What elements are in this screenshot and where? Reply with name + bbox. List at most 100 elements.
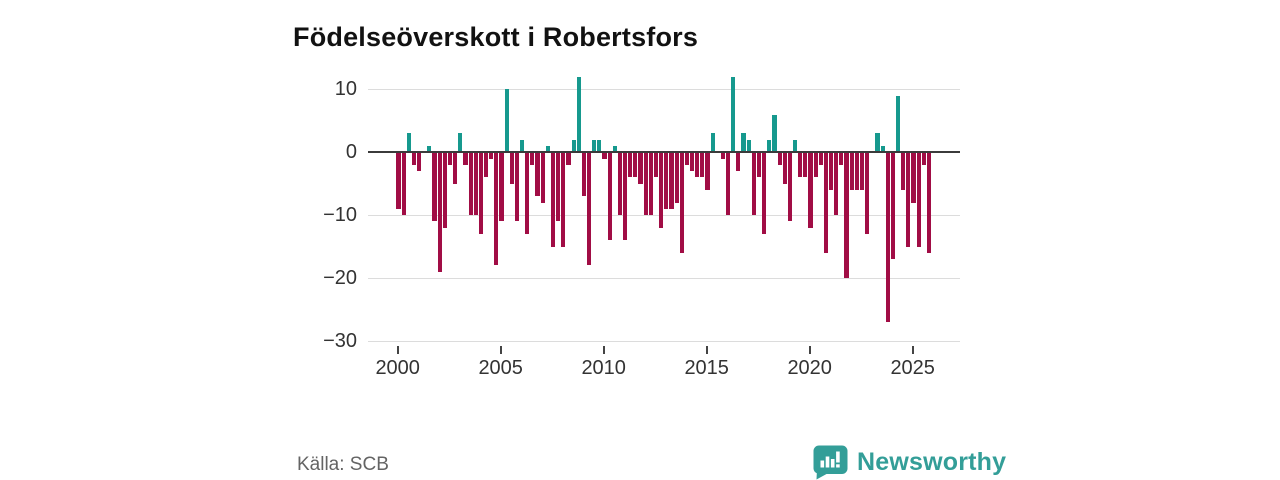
bar <box>509 152 514 184</box>
bar <box>926 152 932 253</box>
bar <box>411 152 417 165</box>
bar <box>679 152 684 253</box>
bar <box>401 152 406 216</box>
bar <box>432 152 437 222</box>
bar <box>437 152 442 272</box>
bar <box>746 139 751 153</box>
y-axis-label: −20 <box>323 267 357 290</box>
newsworthy-brand: Newsworthy <box>813 444 1006 480</box>
bar <box>684 152 689 165</box>
bar <box>767 139 772 153</box>
bar <box>792 139 798 153</box>
y-axis-label: −10 <box>323 204 357 227</box>
bar <box>525 152 530 235</box>
bar <box>483 152 489 178</box>
bar <box>813 152 818 178</box>
bar <box>499 152 504 222</box>
bar <box>576 76 581 153</box>
bar <box>823 152 829 253</box>
bar <box>571 139 576 153</box>
bar <box>612 146 617 153</box>
bar-chart-speech-bubble-icon <box>813 445 848 479</box>
bar <box>720 152 726 159</box>
y-axis-label: 0 <box>345 141 357 164</box>
bar <box>602 152 607 159</box>
bar <box>535 152 540 197</box>
x-axis-label: 2020 <box>787 357 832 379</box>
x-axis-label: 2015 <box>684 357 729 379</box>
bar <box>664 152 669 209</box>
bar <box>839 152 844 165</box>
bar <box>808 152 813 228</box>
bar <box>447 152 453 165</box>
bar <box>885 152 890 323</box>
bar <box>545 146 550 153</box>
bar <box>854 152 859 190</box>
x-axis-tick <box>705 346 708 354</box>
bar <box>921 152 926 165</box>
bar <box>674 152 679 203</box>
bar <box>396 152 401 209</box>
bar <box>530 152 535 165</box>
gridline <box>368 89 960 91</box>
bar <box>695 152 700 178</box>
bar <box>895 95 901 153</box>
bar <box>653 152 659 178</box>
bar <box>561 152 566 247</box>
bar <box>514 152 520 222</box>
bar <box>829 152 834 190</box>
bar <box>834 152 839 216</box>
bar <box>844 152 849 279</box>
bar <box>417 152 422 172</box>
x-axis-label: 2010 <box>581 357 626 379</box>
bar <box>453 152 458 184</box>
bar <box>859 152 865 190</box>
bar <box>700 152 705 178</box>
bar <box>751 152 756 216</box>
bar <box>659 152 664 228</box>
bar <box>710 133 715 153</box>
bar <box>540 152 545 203</box>
bar <box>633 152 638 178</box>
brand-wordmark: Newsworthy <box>857 447 1007 476</box>
bar <box>890 152 895 260</box>
x-axis-label: 2000 <box>375 357 420 379</box>
y-axis-label: 10 <box>334 78 357 101</box>
bar <box>607 152 612 241</box>
bar <box>880 146 885 153</box>
x-axis-tick <box>808 346 811 354</box>
bar <box>638 152 643 184</box>
x-axis-label: 2005 <box>478 357 523 379</box>
bar <box>494 152 499 266</box>
bar <box>803 152 808 178</box>
bar <box>556 152 561 222</box>
gridline <box>368 341 960 342</box>
x-axis-tick <box>911 346 914 354</box>
x-axis-tick <box>396 346 399 354</box>
x-axis-tick <box>602 346 605 354</box>
bar <box>726 152 731 216</box>
bar <box>463 152 468 165</box>
bar <box>592 139 597 153</box>
bar <box>478 152 483 235</box>
bar <box>550 152 556 247</box>
bar <box>669 152 674 209</box>
bar <box>468 152 473 216</box>
bar <box>777 152 782 165</box>
zero-baseline <box>368 151 960 154</box>
bar <box>442 152 447 228</box>
bar <box>756 152 762 178</box>
bar <box>741 133 746 153</box>
bar <box>865 152 870 235</box>
y-axis-label: −30 <box>323 330 357 352</box>
bar <box>818 152 823 165</box>
bar <box>689 152 695 172</box>
bar <box>731 76 736 153</box>
bar <box>489 152 494 159</box>
bar <box>782 152 787 184</box>
bar <box>798 152 803 178</box>
bar <box>586 152 592 266</box>
bar <box>901 152 906 190</box>
bar <box>458 133 463 153</box>
bar <box>406 133 411 153</box>
